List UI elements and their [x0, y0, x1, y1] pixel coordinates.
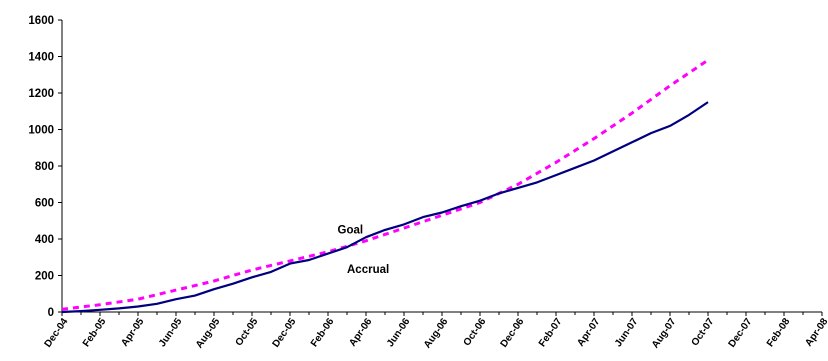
x-tick-label: Jun-05	[157, 316, 185, 349]
x-tick-label: Oct-07	[690, 316, 717, 348]
y-tick-label: 400	[35, 234, 54, 246]
x-tick-labels: Dec-04 Feb-05 Apr-05 Jun-05 Aug-05 Oct-05 Dec-…	[43, 312, 828, 350]
x-tick-label: Dec-04	[43, 316, 71, 350]
x-tick-label: Aug-07	[650, 316, 679, 350]
x-tick-label: Feb-08	[765, 316, 793, 349]
x-tick-label: Feb-06	[309, 316, 337, 349]
series-lines	[61, 58, 709, 314]
y-tick-label: 1400	[28, 52, 54, 64]
annotation-accrual: Accrual	[347, 264, 389, 276]
x-tick-label: Apr-06	[347, 316, 374, 349]
annotation-goal: Goal	[338, 225, 364, 237]
x-tick-label: Apr-07	[575, 316, 602, 349]
series-line-goal	[61, 58, 709, 311]
y-tick-label: 1000	[28, 125, 54, 137]
x-tick-label: Aug-06	[422, 316, 451, 350]
x-tick-label: Oct-05	[234, 316, 261, 348]
x-tick-label: Oct-06	[462, 316, 489, 348]
axes	[61, 20, 822, 313]
x-tick-label: Jun-07	[613, 316, 641, 349]
y-tick-label: 1200	[28, 88, 54, 100]
series-line-accrual	[61, 101, 709, 314]
x-tick-label: Apr-08	[803, 316, 828, 349]
annotations: Goal Accrual	[338, 225, 390, 276]
y-tick-label: 600	[35, 198, 54, 210]
y-tick-label: 200	[35, 271, 54, 283]
y-tick-labels: 0 200 400 600 800 1000 1200 1400 1600	[28, 15, 62, 319]
y-tick-label: 0	[48, 307, 54, 319]
x-tick-label: Dec-05	[271, 316, 299, 350]
x-tick-label: Dec-07	[727, 316, 755, 350]
x-tick-label: Aug-05	[194, 316, 223, 350]
x-tick-label: Feb-05	[81, 316, 109, 349]
x-tick-label: Feb-07	[537, 316, 565, 349]
x-tick-label: Apr-05	[119, 316, 146, 349]
x-tick-label: Jun-06	[385, 316, 413, 349]
y-tick-label: 1600	[28, 15, 54, 27]
x-tick-label: Dec-06	[499, 316, 527, 350]
y-tick-label: 800	[35, 161, 54, 173]
